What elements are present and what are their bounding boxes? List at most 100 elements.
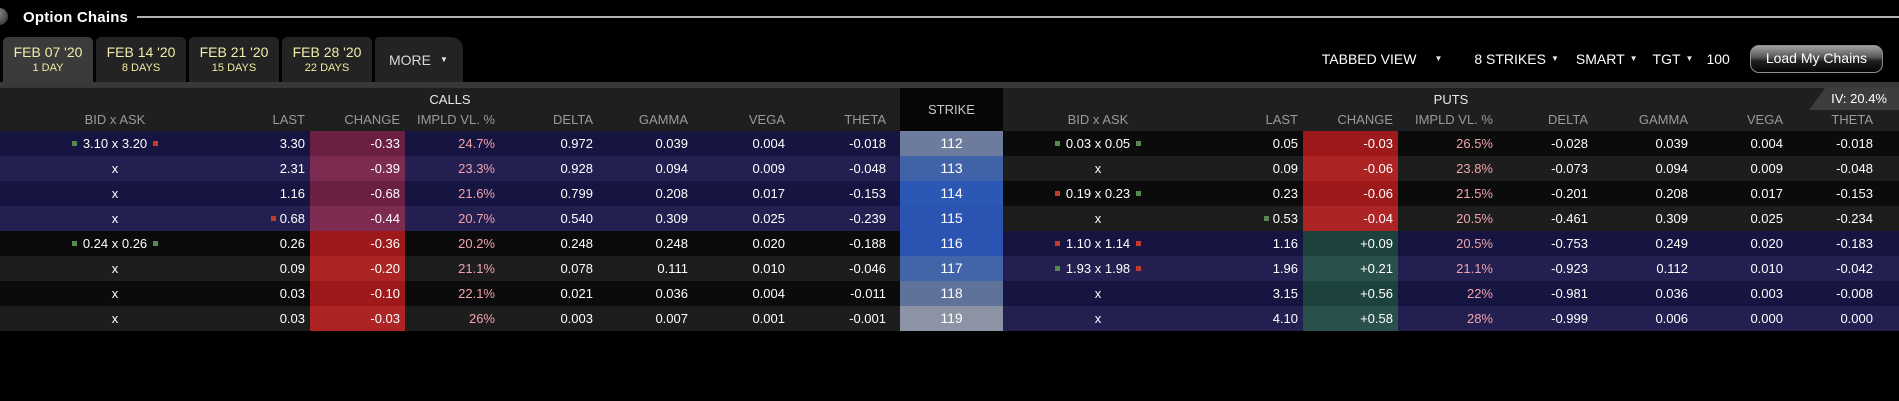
puts-delta-cell: -0.028 bbox=[1551, 136, 1588, 151]
puts-header-vega[interactable]: VEGA bbox=[1746, 112, 1783, 127]
calls-bid-ask-cell[interactable]: x bbox=[111, 211, 119, 226]
calls-gamma-cell: 0.094 bbox=[655, 161, 688, 176]
calls-side: x 2.31 -0.39 23.3% 0.928 0.094 0.009 -0.… bbox=[0, 156, 900, 181]
puts-theta-cell: -0.153 bbox=[1836, 186, 1873, 201]
puts-bid-ask-cell[interactable]: 0.03 x 0.05 bbox=[1003, 131, 1193, 156]
calls-bid-ask-cell[interactable]: 0.24 x 0.26 bbox=[0, 231, 230, 256]
puts-bid-ask-cell[interactable]: x bbox=[1094, 211, 1102, 226]
calls-bid-ask-cell[interactable]: x bbox=[111, 311, 119, 326]
calls-header-last[interactable]: LAST bbox=[272, 112, 305, 127]
calls-change-cell: -0.68 bbox=[310, 181, 405, 206]
view-mode-dropdown[interactable]: TABBED VIEW ▼ bbox=[1322, 51, 1443, 67]
calls-vega-cell: 0.025 bbox=[752, 211, 785, 226]
panel-toggle-icon[interactable] bbox=[0, 8, 8, 25]
puts-last-cell[interactable]: 0.23 bbox=[1272, 186, 1298, 201]
calls-delta-cell: 0.972 bbox=[560, 136, 593, 151]
calls-last-marker-icon bbox=[270, 216, 276, 221]
calls-last-cell[interactable]: 1.16 bbox=[279, 186, 305, 201]
puts-header-delta[interactable]: DELTA bbox=[1548, 112, 1588, 127]
puts-last-marker-icon bbox=[1263, 216, 1269, 221]
puts-gamma-cell: 0.208 bbox=[1655, 186, 1688, 201]
calls-last-cell[interactable]: 2.31 bbox=[279, 161, 305, 176]
calls-header-impld-vl[interactable]: IMPLD VL. % bbox=[416, 112, 495, 127]
puts-header-change[interactable]: CHANGE bbox=[1337, 112, 1393, 127]
puts-last-cell[interactable]: 0.05 bbox=[1272, 136, 1298, 151]
calls-last-cell[interactable]: 3.30 bbox=[279, 136, 305, 151]
calls-header-delta[interactable]: DELTA bbox=[553, 112, 593, 127]
tab-expiry-feb28[interactable]: FEB 28 '20 22 DAYS bbox=[282, 37, 372, 82]
exchange-dropdown[interactable]: SMART ▼ bbox=[1576, 51, 1638, 67]
quantity-value[interactable]: 100 bbox=[1706, 51, 1729, 67]
puts-bid-marker-icon bbox=[1054, 241, 1060, 246]
puts-last-cell[interactable]: 1.96 bbox=[1272, 261, 1298, 276]
puts-bid-ask-cell[interactable]: 1.93 x 1.98 bbox=[1003, 256, 1193, 281]
puts-theta-cell: -0.234 bbox=[1836, 211, 1873, 226]
puts-side: x 4.10 +0.58 28% -0.999 0.006 0.000 0.00… bbox=[1003, 306, 1899, 331]
puts-header-last[interactable]: LAST bbox=[1265, 112, 1298, 127]
tabbar-bottom-strip bbox=[0, 82, 1899, 88]
calls-header-theta[interactable]: THETA bbox=[844, 112, 886, 127]
calls-bid-ask-cell[interactable]: x bbox=[111, 286, 119, 301]
puts-change-cell: -0.03 bbox=[1303, 131, 1398, 156]
puts-bid-ask-cell[interactable]: 0.19 x 0.23 bbox=[1003, 181, 1193, 206]
puts-vega-cell: 0.003 bbox=[1750, 286, 1783, 301]
puts-header-theta[interactable]: THETA bbox=[1831, 112, 1873, 127]
calls-bid-ask-cell[interactable]: x bbox=[111, 161, 119, 176]
calls-gamma-cell: 0.111 bbox=[657, 261, 688, 276]
puts-bid-ask-cell[interactable]: x bbox=[1094, 161, 1102, 176]
tab-days-label: 15 DAYS bbox=[211, 62, 257, 74]
puts-header-gamma[interactable]: GAMMA bbox=[1638, 112, 1688, 127]
puts-last-cell[interactable]: 0.09 bbox=[1272, 161, 1298, 176]
calls-vega-cell: 0.001 bbox=[752, 311, 785, 326]
puts-bid-marker-icon bbox=[1054, 266, 1060, 271]
more-expiries-dropdown[interactable]: MORE ▼ bbox=[375, 37, 463, 82]
puts-delta-cell: -0.461 bbox=[1551, 211, 1588, 226]
puts-side: 0.03 x 0.05 0.05 -0.03 26.5% -0.028 0.03… bbox=[1003, 131, 1899, 156]
calls-bid-ask-cell[interactable]: x bbox=[111, 261, 119, 276]
puts-last-cell[interactable]: 4.10 bbox=[1272, 311, 1298, 326]
tgt-dropdown[interactable]: TGT ▼ bbox=[1653, 51, 1694, 67]
puts-last-cell[interactable]: 3.15 bbox=[1272, 286, 1298, 301]
calls-header-change[interactable]: CHANGE bbox=[344, 112, 400, 127]
puts-side: x 0.09 -0.06 23.8% -0.073 0.094 0.009 -0… bbox=[1003, 156, 1899, 181]
option-row-strike-114: x 1.16 -0.68 21.6% 0.799 0.208 0.017 -0.… bbox=[0, 181, 1899, 206]
tab-expiry-feb07[interactable]: FEB 07 '20 1 DAY bbox=[3, 37, 93, 82]
puts-side: 1.10 x 1.14 1.16 +0.09 20.5% -0.753 0.24… bbox=[1003, 231, 1899, 256]
puts-header-impld-vl[interactable]: IMPLD VL. % bbox=[1414, 112, 1493, 127]
calls-last-cell[interactable]: 0.03 bbox=[279, 311, 305, 326]
calls-bid-ask-cell[interactable]: 3.10 x 3.20 bbox=[0, 131, 230, 156]
strikes-count-dropdown[interactable]: 8 STRIKES ▼ bbox=[1474, 51, 1559, 67]
puts-header-bid-ask[interactable]: BID x ASK bbox=[1067, 112, 1129, 127]
panel-titlebar: Option Chains bbox=[0, 0, 1899, 34]
puts-delta-cell: -0.073 bbox=[1551, 161, 1588, 176]
calls-header-gamma[interactable]: GAMMA bbox=[638, 112, 688, 127]
puts-delta-cell: -0.753 bbox=[1551, 236, 1588, 251]
calls-header-bid-ask[interactable]: BID x ASK bbox=[84, 112, 146, 127]
option-row-strike-113: x 2.31 -0.39 23.3% 0.928 0.094 0.009 -0.… bbox=[0, 156, 1899, 181]
puts-bid-ask-cell[interactable]: x bbox=[1094, 311, 1102, 326]
tab-expiry-feb21[interactable]: FEB 21 '20 15 DAYS bbox=[189, 37, 279, 82]
calls-ask-marker-icon bbox=[153, 241, 159, 246]
calls-last-cell[interactable]: 0.03 bbox=[279, 286, 305, 301]
calls-theta-cell: -0.046 bbox=[849, 261, 886, 276]
load-my-chains-button[interactable]: Load My Chains bbox=[1749, 45, 1883, 73]
tab-expiry-feb14[interactable]: FEB 14 '20 8 DAYS bbox=[96, 37, 186, 82]
option-row-strike-117: x 0.09 -0.20 21.1% 0.078 0.111 0.010 -0.… bbox=[0, 256, 1899, 281]
calls-gamma-cell: 0.248 bbox=[655, 236, 688, 251]
puts-theta-cell: -0.183 bbox=[1836, 236, 1873, 251]
puts-change-cell: -0.06 bbox=[1303, 181, 1398, 206]
strike-cell: 117 bbox=[900, 256, 1003, 281]
calls-impld-vl-cell: 22.1% bbox=[458, 286, 495, 301]
calls-bid-ask-cell[interactable]: x bbox=[111, 186, 119, 201]
puts-last-cell[interactable]: 0.53 bbox=[1193, 206, 1303, 231]
quantity-label: 100 bbox=[1706, 51, 1730, 67]
calls-last-cell[interactable]: 0.09 bbox=[279, 261, 305, 276]
puts-last-cell[interactable]: 1.16 bbox=[1272, 236, 1298, 251]
strike-cell: 114 bbox=[900, 181, 1003, 206]
calls-last-cell[interactable]: 0.26 bbox=[279, 236, 305, 251]
strike-cell: 118 bbox=[900, 281, 1003, 306]
calls-header-vega[interactable]: VEGA bbox=[748, 112, 785, 127]
puts-bid-ask-cell[interactable]: x bbox=[1094, 286, 1102, 301]
calls-last-cell[interactable]: 0.68 bbox=[230, 206, 310, 231]
puts-bid-ask-cell[interactable]: 1.10 x 1.14 bbox=[1003, 231, 1193, 256]
